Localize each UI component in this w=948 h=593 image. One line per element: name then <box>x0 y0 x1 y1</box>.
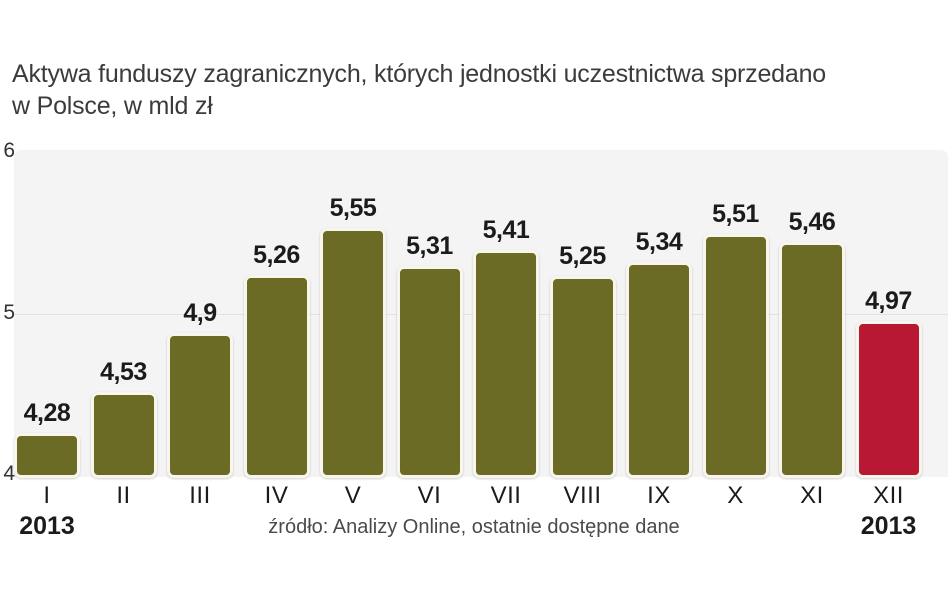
bar-highlighted[interactable] <box>855 321 922 478</box>
bar-slot: 5,41 <box>469 153 543 478</box>
bar[interactable] <box>473 250 539 478</box>
bar-value-label: 5,26 <box>253 240 300 269</box>
bar-series: 4,28 4,53 4,9 5,26 5,55 5,31 5,41 5,25 5,34 5,51 5… <box>0 150 948 480</box>
bar-value-label: 4,9 <box>183 298 217 327</box>
bar-value-label: 4,53 <box>100 358 147 387</box>
x-axis-tick-label: IV <box>264 482 289 509</box>
bar[interactable] <box>320 227 386 478</box>
bar[interactable] <box>549 276 616 478</box>
y-axis-tick-label: 6 <box>3 139 15 162</box>
bar-slot: 4,28 <box>10 153 84 478</box>
bar-value-label: 4,28 <box>23 398 71 427</box>
bar[interactable] <box>779 242 845 478</box>
y-axis-tick-label: 4 <box>3 462 15 485</box>
bar-slot: 5,55 <box>316 153 390 478</box>
bar[interactable] <box>396 266 463 478</box>
bar[interactable] <box>14 432 80 478</box>
x-axis: I II III IV V VI VII VIII IX X XI XII <box>0 482 948 512</box>
bar[interactable] <box>167 332 233 478</box>
bar-slot: 4,97 <box>852 153 926 478</box>
bar-slot: 5,51 <box>699 153 773 478</box>
bar[interactable] <box>626 261 692 478</box>
bar-slot: 4,9 <box>163 153 237 478</box>
bar-value-label: 5,41 <box>482 216 530 245</box>
bar-slot: 5,31 <box>393 153 467 478</box>
bar-value-label: 4,97 <box>865 287 912 316</box>
bar-value-label: 5,34 <box>635 227 683 256</box>
bar[interactable] <box>243 274 310 478</box>
bar-slot: 5,25 <box>546 153 620 478</box>
x-axis-tick-label: V <box>344 482 362 509</box>
bar[interactable] <box>702 234 769 478</box>
source-note: źródło: Analizy Online, ostatnie dostępn… <box>268 516 680 538</box>
x-axis-tick-label: XII <box>873 482 904 509</box>
bar-value-label: 5,51 <box>712 200 759 229</box>
x-axis-tick-label: VIII <box>563 482 602 509</box>
year-label-right: 2013 <box>860 512 917 540</box>
bar-slot: 5,26 <box>240 153 314 478</box>
x-axis-tick-label: XI <box>800 482 824 509</box>
year-label-left: 2013 <box>19 512 75 540</box>
bar-value-label: 5,55 <box>329 193 377 222</box>
bar[interactable] <box>90 392 157 478</box>
title-line-1: Aktywa funduszy zagranicznych, których j… <box>12 60 826 88</box>
bar-value-label: 5,25 <box>559 242 606 271</box>
x-axis-tick-label: II <box>116 482 131 509</box>
x-axis-tick-label: VII <box>490 482 522 509</box>
page-title: Aktywa funduszy zagranicznych, których j… <box>12 58 948 122</box>
bar-slot: 4,53 <box>87 153 161 478</box>
x-axis-tick-label: I <box>43 482 51 509</box>
bar-slot: 5,46 <box>775 153 849 478</box>
bar-slot: 5,34 <box>622 153 696 478</box>
title-line-2: w Polsce, w mld zł <box>12 92 213 120</box>
x-axis-tick-label: VI <box>417 482 442 509</box>
bar-value-label: 5,46 <box>788 208 836 237</box>
x-axis-tick-label: IX <box>647 482 671 509</box>
x-axis-tick-label: X <box>727 482 744 509</box>
y-axis-tick-label: 5 <box>3 300 15 324</box>
bar-value-label: 5,31 <box>406 232 453 261</box>
bar-chart: 6 5 4 4,28 4,53 4,9 5,26 5,55 5,31 5,41 5,25 5,34 5… <box>0 139 948 485</box>
x-axis-tick-label: III <box>189 482 211 509</box>
